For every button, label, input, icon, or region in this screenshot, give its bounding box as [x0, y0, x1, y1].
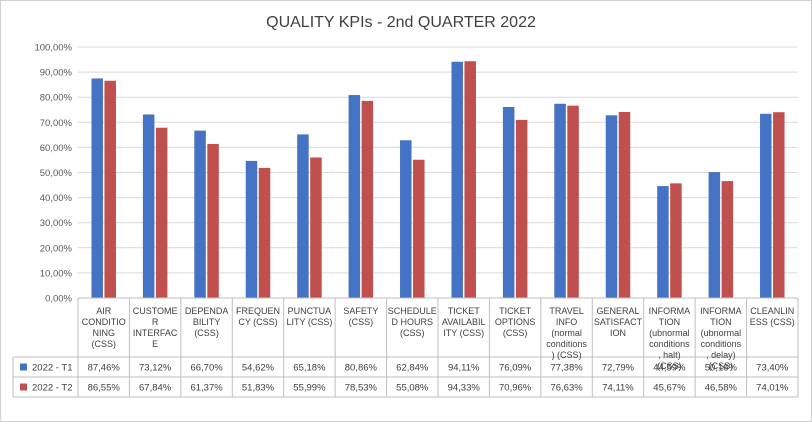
bar-t2 [464, 61, 476, 298]
y-tick-label: 70,00% [40, 118, 73, 129]
bar-t2 [258, 167, 271, 298]
data-table: AIR CONDITIO NING (CSS)CUSTOME R INTERFAC EDEP… [12, 297, 799, 398]
category-label: GENERAL SATISFACT ION [594, 306, 643, 338]
data-label: 78,53% [345, 383, 378, 394]
data-label: 73,40% [756, 363, 789, 374]
bar-t1 [245, 160, 258, 298]
data-label: 62,84% [396, 363, 429, 374]
bar-t1 [605, 115, 618, 299]
bar-t2 [773, 112, 785, 299]
data-label: 74,11% [602, 383, 634, 394]
category-label: PUNCTUA LITY (CSS) [287, 306, 333, 327]
bar-t2 [155, 127, 168, 298]
data-label: 55,99% [293, 383, 326, 394]
category-label: SCHEDULE D HOURS (CSS) [388, 306, 437, 338]
y-tick-label: 0,00% [45, 294, 72, 305]
y-tick-label: 30,00% [40, 218, 73, 229]
data-label: 73,12% [139, 363, 172, 374]
data-label: 50,16% [705, 363, 738, 374]
legend-key-t2 [20, 383, 27, 391]
bar-t1 [451, 61, 463, 298]
y-tick-label: 90,00% [40, 68, 73, 79]
bar-t2 [310, 157, 322, 298]
data-label: 80,86% [345, 363, 378, 374]
y-tick-label: 40,00% [40, 193, 73, 204]
bars [91, 61, 785, 299]
bar-t2 [207, 143, 219, 298]
bar-t2 [567, 105, 579, 299]
data-label: 65,18% [293, 363, 326, 374]
data-label: 70,96% [499, 383, 532, 394]
category-label: DEPENDA BILITY (CSS) [185, 306, 229, 338]
bar-t2 [618, 111, 631, 298]
bar-t2 [515, 119, 528, 298]
data-label: 46,58% [705, 383, 738, 394]
data-label: 94,33% [448, 383, 481, 394]
data-label: 87,46% [88, 363, 121, 374]
data-label: 76,63% [550, 383, 583, 394]
category-label: CUSTOME R INTERFAC E [133, 306, 178, 349]
bar-t1 [400, 140, 412, 298]
category-label: CLEANLIN ESS (CSS) [750, 306, 795, 327]
bar-t1 [708, 172, 721, 298]
bar-t1 [91, 78, 103, 298]
bar-t1 [657, 186, 669, 298]
bar-t2 [670, 183, 682, 298]
category-label: INFORMA TION (ubnormal conditions, delay) (C… [700, 306, 742, 371]
y-axis-ticks: 0,00% 10,00% 20,00% 30,00% 40,00% 50,00% 60,00… [34, 43, 72, 305]
bar-t1 [502, 107, 515, 298]
data-label: 44,59% [653, 363, 686, 374]
data-label: 55,08% [396, 383, 429, 394]
series-name: 2022 - T2 [32, 383, 73, 394]
bar-t1 [760, 113, 772, 299]
data-label: 74,01% [756, 383, 789, 394]
data-label: 51,83% [242, 383, 275, 394]
data-label: 45,67% [653, 383, 686, 394]
y-tick-label: 60,00% [40, 143, 73, 154]
y-tick-label: 20,00% [40, 243, 73, 254]
data-label: 67,84% [139, 383, 172, 394]
data-label: 94,11% [448, 363, 480, 374]
legend-key-t1 [20, 363, 27, 371]
bar-t1 [554, 103, 566, 298]
bar-t1 [348, 95, 361, 298]
chart-title: QUALITY KPIs - 2nd QUARTER 2022 [266, 14, 536, 31]
category-label: TRAVEL INFO (normal conditions) (CSS) [546, 306, 587, 360]
category-label: INFORMA TION (ubnormal conditions, halt) (CS… [649, 306, 691, 371]
data-label: 54,62% [242, 363, 275, 374]
y-tick-label: 100,00% [34, 43, 72, 54]
bar-t2 [413, 159, 425, 298]
y-tick-label: 10,00% [40, 268, 73, 279]
bar-t2 [721, 181, 734, 298]
data-label: 72,79% [602, 363, 635, 374]
data-label: 76,09% [499, 363, 532, 374]
data-label: 77,38% [550, 363, 583, 374]
bar-t1 [297, 134, 309, 298]
bar-t1 [194, 130, 206, 298]
series-name: 2022 - T1 [32, 363, 73, 374]
category-label: FREQUEN CY (CSS) [236, 306, 280, 327]
data-label: 66,70% [190, 363, 223, 374]
bar-t2 [361, 100, 374, 298]
category-label: SAFETY (CSS) [343, 306, 378, 327]
bar-t2 [104, 80, 116, 299]
category-label: TICKET OPTIONS (CSS) [495, 306, 536, 338]
data-label: 86,55% [88, 383, 121, 394]
data-label: 61,37% [190, 383, 223, 394]
bar-t1 [142, 114, 155, 298]
y-tick-label: 80,00% [40, 93, 73, 104]
category-label: TICKET AVAILABIL ITY (CSS) [442, 306, 486, 338]
gridlines [78, 46, 798, 299]
y-tick-label: 50,00% [40, 168, 73, 179]
category-label: AIR CONDITIO NING (CSS) [82, 306, 126, 349]
